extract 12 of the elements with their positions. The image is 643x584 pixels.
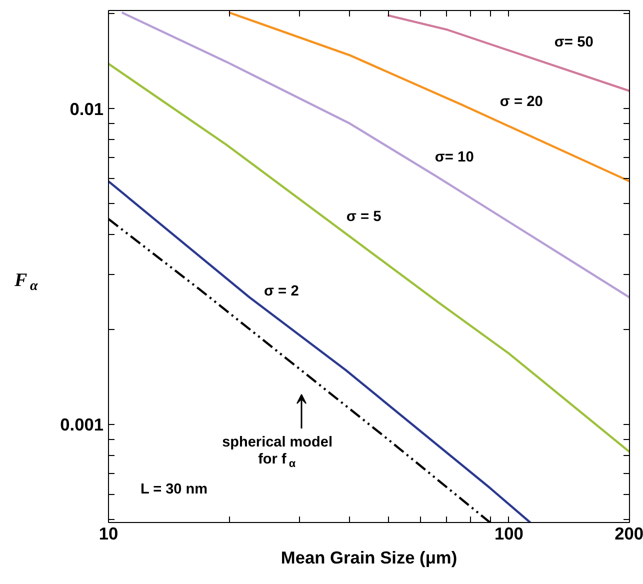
series-label: σ= 10 — [434, 150, 474, 166]
y-tick-label: 0.01 — [70, 98, 104, 119]
x-tick-label: 100 — [494, 524, 524, 544]
series-label: σ = 20 — [500, 94, 543, 110]
y-tick-label: 0.001 — [60, 414, 104, 435]
series-label: σ = 5 — [346, 209, 382, 226]
series-label: σ= 50 — [554, 34, 594, 50]
series-label: σ = 2 — [264, 283, 299, 300]
x-tick-label: 200 — [614, 524, 643, 544]
annotation: L = 30 nm — [140, 482, 208, 498]
x-axis-title: Mean Grain Size (μm) — [280, 548, 458, 568]
x-tick-label: 10 — [98, 524, 118, 544]
